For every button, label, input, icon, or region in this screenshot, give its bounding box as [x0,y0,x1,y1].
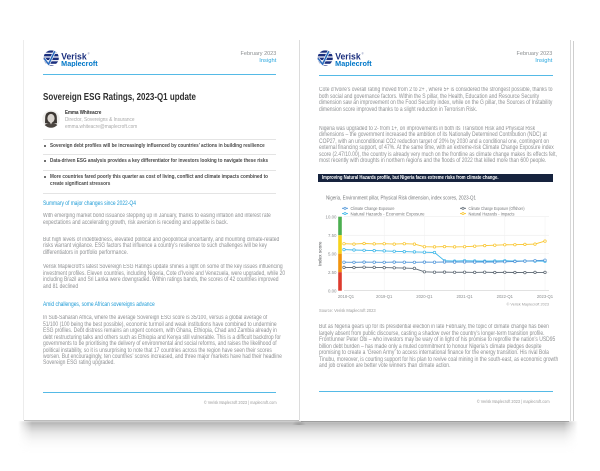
svg-text:Maplecroft: Maplecroft [335,61,372,67]
svg-text:Climate Change Exposure: Climate Change Exposure [351,206,395,211]
svg-text:2.50: 2.50 [328,270,337,275]
svg-text:Verisk: Verisk [335,51,361,62]
svg-text:10.00: 10.00 [326,214,338,219]
svg-text:Maplecroft: Maplecroft [61,61,98,67]
svg-text:5.00: 5.00 [328,251,337,256]
svg-text:Natural Hazards - Impacts: Natural Hazards - Impacts [469,211,516,216]
svg-text:2022-Q1: 2022-Q1 [497,294,514,299]
svg-text:7.50: 7.50 [328,233,337,238]
svg-text:Natural Hazards - Economic Exp: Natural Hazards - Economic Exposure [351,211,425,216]
svg-text:2020-Q1: 2020-Q1 [416,294,433,299]
svg-text:Nigeria, Environment pillar, P: Nigeria, Environment pillar, Physical Ri… [326,195,476,201]
svg-text:®: ® [362,51,365,55]
svg-text:2018-Q1: 2018-Q1 [338,294,355,299]
svg-text:®: ® [88,51,91,55]
svg-text:2023-Q1: 2023-Q1 [537,294,554,299]
svg-text:© Verisk Maplecroft 2023: © Verisk Maplecroft 2023 [507,303,549,307]
svg-text:2021-Q1: 2021-Q1 [456,294,473,299]
svg-text:Climate Change Exposure (Offsh: Climate Change Exposure (Offshore) [469,206,525,211]
svg-text:Index score: Index score [318,241,323,266]
svg-text:2019-Q1: 2019-Q1 [376,294,393,299]
svg-text:Verisk: Verisk [61,51,87,62]
svg-text:0.00: 0.00 [328,288,337,293]
